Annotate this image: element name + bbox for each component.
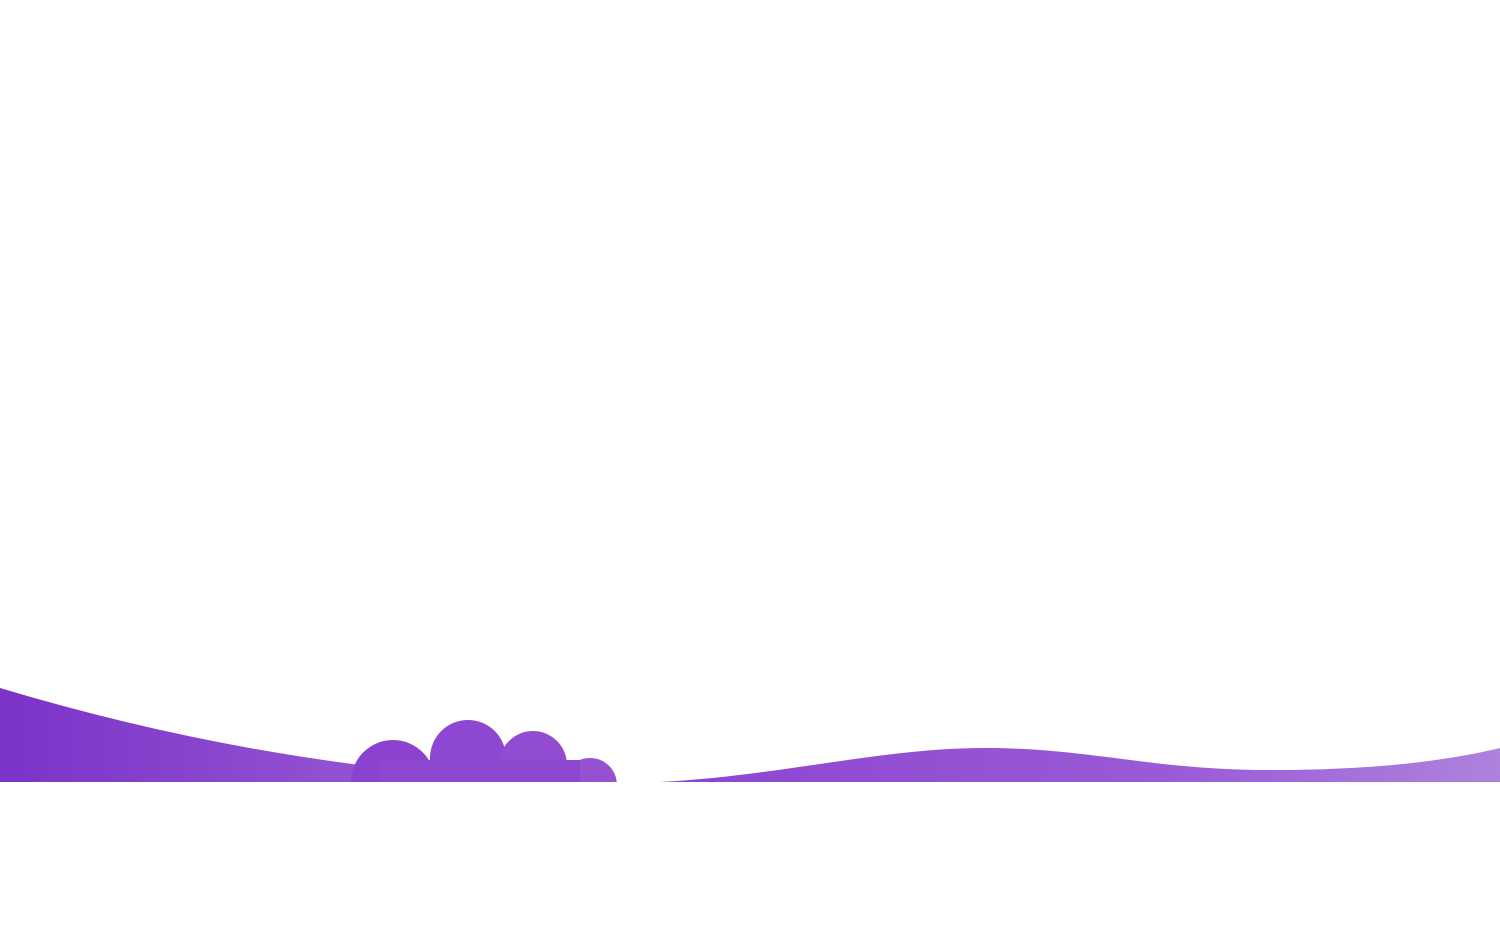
left-hill-group [0,688,617,782]
right-hill [660,748,1500,782]
bush-base [380,760,580,782]
left-hill [0,688,360,782]
